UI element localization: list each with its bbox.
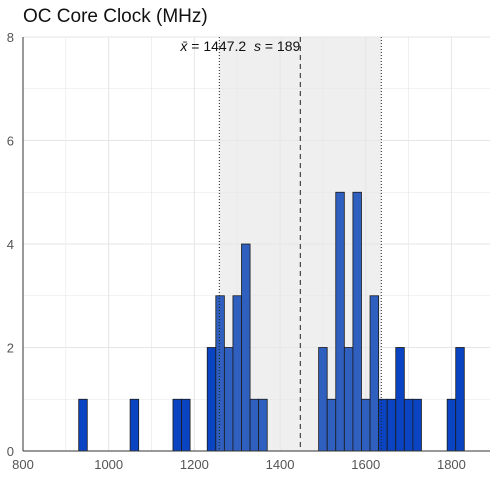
y-tick-label: 6 [7,134,14,149]
histogram-bar [215,295,225,452]
histogram-bar [249,398,260,452]
histogram-bar [129,398,140,452]
histogram-bar [403,398,414,452]
x-tick-label: 800 [12,457,34,472]
histogram-bar [369,295,380,452]
histogram-bar [378,398,388,452]
histogram-bar [223,347,234,452]
histogram-bar [206,347,217,452]
y-tick-label: 0 [7,444,14,459]
histogram-bar [172,398,182,452]
histogram-bar [446,398,457,452]
x-tick-label: 1200 [180,457,209,472]
histogram-bar [395,347,405,452]
x-tick-label: 1000 [94,457,123,472]
y-tick-label: 4 [7,237,14,252]
histogram-bar [361,398,371,452]
histogram-bar [455,347,465,452]
histogram-bar [232,295,242,452]
histogram-bar [326,398,337,452]
x-tick-label: 1400 [266,457,295,472]
histogram-bar [335,191,345,452]
histogram-bar [386,398,397,452]
histogram-bar [241,243,251,452]
histogram-bar [343,347,354,452]
x-tick-label: 1800 [437,457,466,472]
histogram-bar [352,191,362,452]
chart-title: OC Core Clock (MHz) [23,6,208,27]
x-tick-label: 1600 [351,457,380,472]
histogram-bar [181,398,191,452]
histogram-bar [258,398,268,452]
stats-annotation: x̄ = 1447.2 s = 189 [179,38,300,54]
y-tick-label: 2 [7,341,14,356]
histogram-bar [318,347,328,452]
histogram-bar [78,398,88,452]
y-tick-label: 8 [7,30,14,45]
histogram-bar [412,398,422,452]
